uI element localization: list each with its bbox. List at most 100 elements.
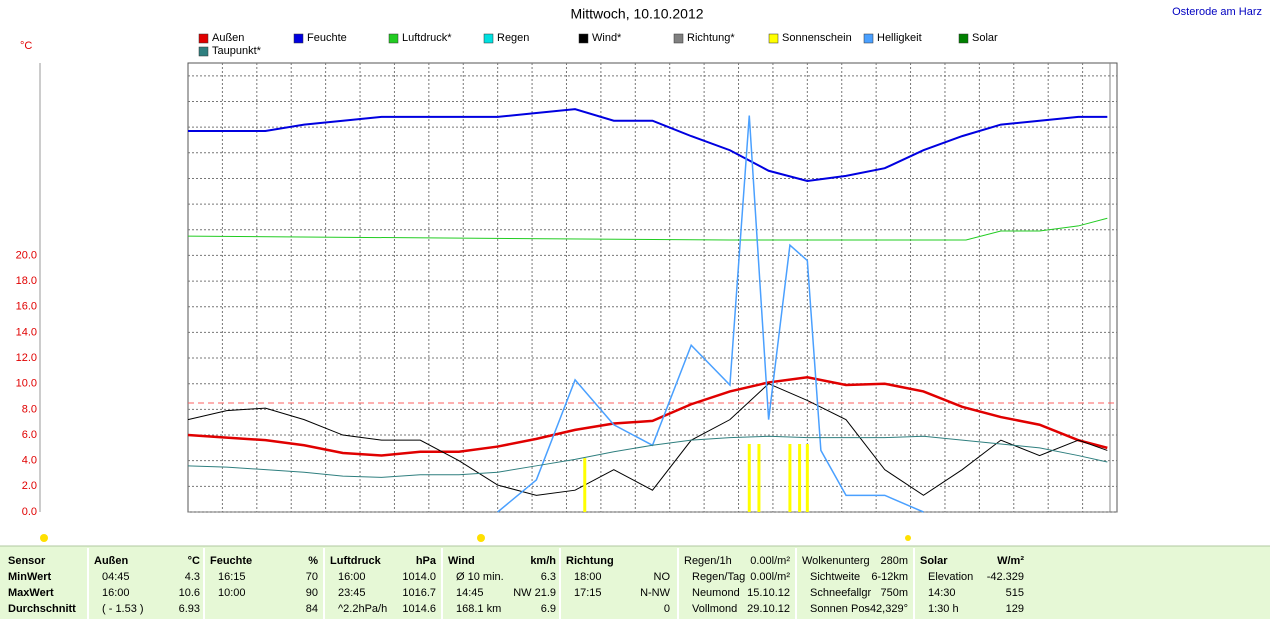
table-cell: Wind	[448, 555, 475, 567]
table-cell: 16:00	[102, 587, 130, 599]
table-cell: Vollmond	[692, 603, 737, 615]
table-cell: 29.10.12	[747, 603, 790, 615]
table-cell: Feuchte	[210, 555, 252, 567]
y-tick-label: 4.0	[22, 455, 37, 467]
legend-label: Wind*	[592, 32, 622, 44]
table-cell: 90	[306, 587, 318, 599]
y-tick-label: 12.0	[16, 352, 37, 364]
y-tick-label: 2.0	[22, 480, 37, 492]
sunshine-bar	[583, 458, 587, 512]
table-cell: 10:00	[218, 587, 246, 599]
table-cell: km/h	[530, 555, 556, 567]
legend-label: Taupunkt*	[212, 45, 262, 57]
table-cell: MinWert	[8, 571, 52, 583]
legend-label: Richtung*	[687, 32, 735, 44]
series-line	[187, 217, 1108, 241]
table-cell: 168.1 km	[456, 603, 501, 615]
table-cell: NO	[654, 571, 671, 583]
table-cell: Elevation	[928, 571, 973, 583]
legend-swatch	[768, 33, 779, 44]
table-cell: 0.00l/m²	[750, 555, 790, 567]
table-cell: 4.3	[185, 571, 200, 583]
y-tick-label: 10.0	[16, 378, 37, 390]
y-unit: °C	[20, 40, 32, 52]
legend-label: Luftdruck*	[402, 32, 452, 44]
table-cell: 04:45	[102, 571, 130, 583]
table-cell: 6-12km	[871, 571, 908, 583]
series-line	[187, 383, 1108, 496]
table-cell: N-NW	[640, 587, 671, 599]
table-cell: 10.6	[179, 587, 200, 599]
table-cell: ( - 1.53 )	[102, 603, 144, 615]
y-tick-label: 6.0	[22, 429, 37, 441]
chart-title: Mittwoch, 10.10.2012	[570, 6, 703, 22]
y-tick-label: 8.0	[22, 403, 37, 415]
table-cell: Neumond	[692, 587, 740, 599]
table-cell: %	[308, 555, 318, 567]
legend-label: Außen	[212, 32, 244, 44]
sunshine-bar	[798, 444, 802, 512]
table-cell: 1016.7	[402, 587, 436, 599]
table-cell: 15.10.12	[747, 587, 790, 599]
sun-icon	[477, 534, 485, 542]
table-cell: -42.329	[987, 571, 1024, 583]
table-cell: 750m	[880, 587, 908, 599]
table-cell: 16:00	[338, 571, 366, 583]
table-cell: Sonnen Pos	[810, 603, 870, 615]
table-cell: Richtung	[566, 555, 614, 567]
legend-label: Regen	[497, 32, 529, 44]
sunshine-bar	[788, 444, 792, 512]
table-cell: 6.3	[541, 571, 556, 583]
series-line	[187, 435, 1108, 478]
legend-swatch	[958, 33, 969, 44]
series-line	[187, 376, 1108, 457]
legend-swatch	[198, 33, 209, 44]
table-cell: 0.00l/m²	[750, 571, 790, 583]
table-cell: 6.93	[179, 603, 200, 615]
table-cell: 0	[664, 603, 670, 615]
legend-label: Sonnenschein	[782, 32, 852, 44]
table-cell: Schneefallgr	[810, 587, 871, 599]
table-cell: Regen/1h	[684, 555, 732, 567]
y-tick-label: 18.0	[16, 275, 37, 287]
table-cell: -42,329°	[866, 603, 908, 615]
table-cell: 1014.0	[402, 571, 436, 583]
series-line	[188, 108, 1108, 183]
table-cell: Regen/Tag	[692, 571, 745, 583]
legend-swatch	[673, 33, 684, 44]
y-tick-label: 16.0	[16, 301, 37, 313]
legend-label: Solar	[972, 32, 998, 44]
table-background	[0, 546, 1270, 619]
legend-swatch	[198, 46, 209, 57]
sunshine-bar	[757, 444, 761, 512]
legend-swatch	[578, 33, 589, 44]
sunshine-bar	[805, 444, 809, 512]
table-cell: Sensor	[8, 555, 46, 567]
table-cell: Sichtweite	[810, 571, 860, 583]
legend-label: Feuchte	[307, 32, 347, 44]
table-cell: 14:30	[928, 587, 956, 599]
legend-swatch	[863, 33, 874, 44]
table-cell: 515	[1006, 587, 1024, 599]
table-cell: 16:15	[218, 571, 246, 583]
table-cell: Luftdruck	[330, 555, 382, 567]
table-cell: 18:00	[574, 571, 602, 583]
table-cell: 84	[306, 603, 318, 615]
y-tick-label: 0.0	[22, 506, 37, 518]
table-cell: 23:45	[338, 587, 366, 599]
table-cell: Solar	[920, 555, 948, 567]
table-cell: Wolkenunterg	[802, 555, 870, 567]
table-cell: 129	[1006, 603, 1024, 615]
table-cell: 70	[306, 571, 318, 583]
table-cell: Durchschnitt	[8, 603, 76, 615]
sun-icon	[905, 535, 911, 541]
legend-swatch	[483, 33, 494, 44]
table-cell: 6.9	[541, 603, 556, 615]
table-cell: ^2.2hPa/h	[338, 603, 387, 615]
legend-swatch	[293, 33, 304, 44]
y-tick-label: 14.0	[16, 326, 37, 338]
table-cell: 1:30 h	[928, 603, 959, 615]
table-cell: 1014.6	[402, 603, 436, 615]
table-cell: NW 21.9	[513, 587, 556, 599]
